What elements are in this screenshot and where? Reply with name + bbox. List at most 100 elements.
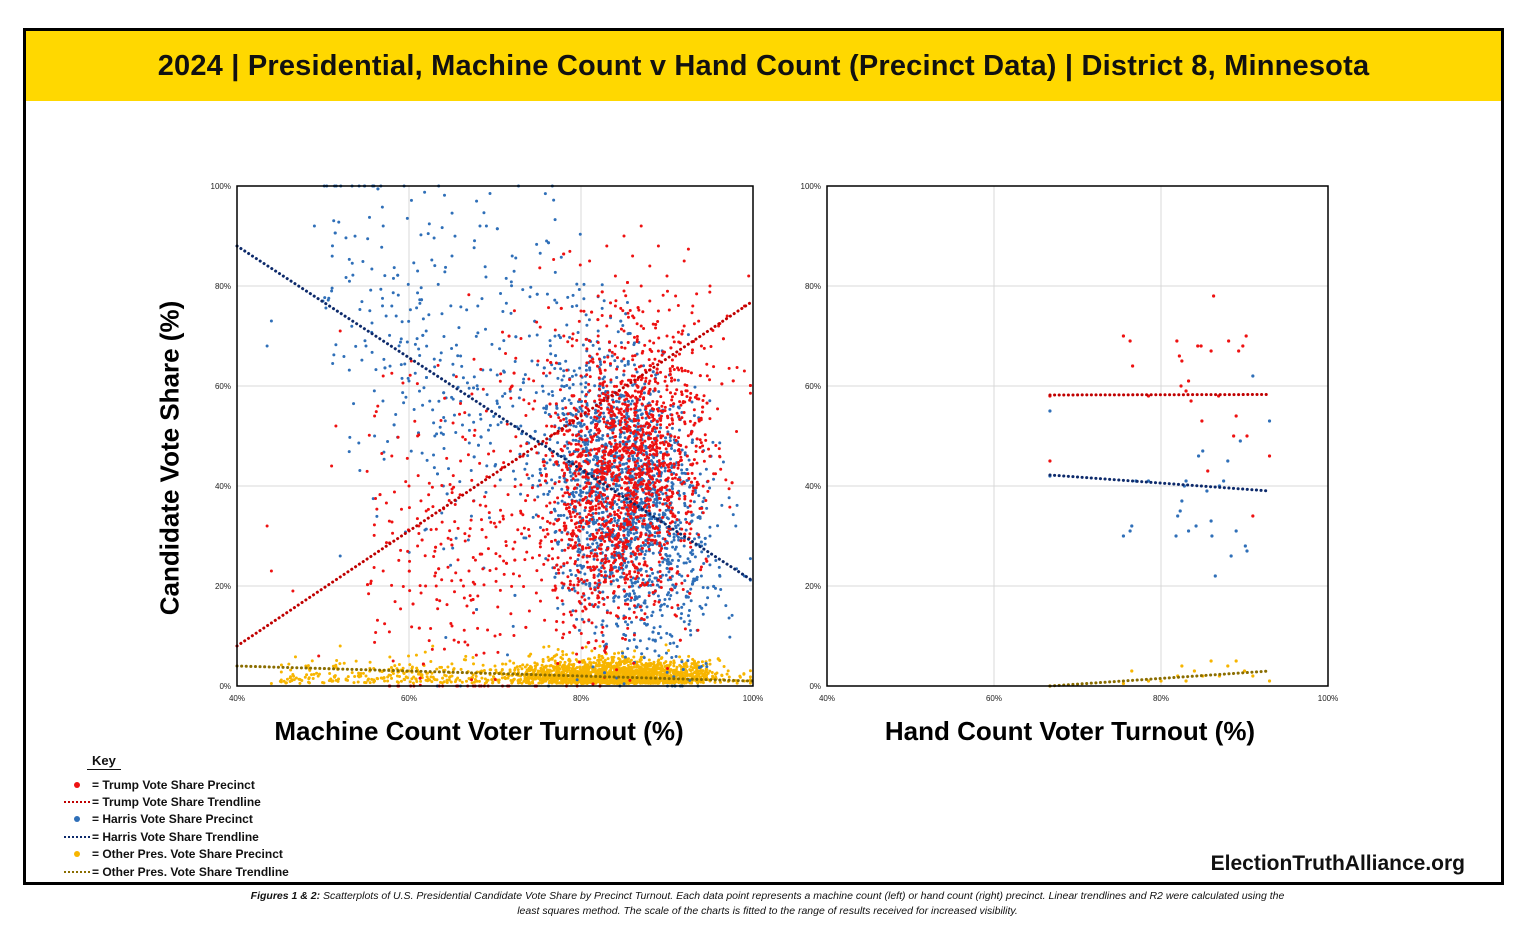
data-point <box>686 590 690 594</box>
data-point <box>364 344 368 348</box>
data-point <box>672 538 676 542</box>
data-point <box>460 423 464 427</box>
data-point <box>665 274 669 278</box>
data-point <box>560 499 564 503</box>
data-point <box>601 469 605 473</box>
data-point <box>545 461 549 465</box>
data-point <box>555 301 559 305</box>
data-point <box>651 638 655 642</box>
data-point <box>561 571 565 575</box>
data-point <box>536 495 540 499</box>
data-point <box>557 333 561 337</box>
data-point <box>530 474 534 478</box>
data-point <box>573 478 577 482</box>
data-point <box>467 428 471 432</box>
data-point <box>627 616 631 620</box>
data-point <box>479 417 483 421</box>
data-point <box>704 467 708 471</box>
data-point <box>485 393 489 397</box>
data-point <box>519 388 523 392</box>
data-point <box>493 664 497 668</box>
data-point <box>459 305 463 309</box>
data-point <box>650 662 654 666</box>
data-point <box>474 334 478 338</box>
data-point <box>454 343 458 347</box>
data-point <box>714 558 718 562</box>
data-point <box>541 677 545 681</box>
data-point <box>354 344 358 348</box>
data-point <box>652 455 656 459</box>
data-point <box>500 676 504 680</box>
data-point <box>579 563 583 567</box>
data-point <box>556 376 560 380</box>
data-point <box>363 680 367 684</box>
data-point <box>305 673 309 677</box>
data-point <box>644 543 648 547</box>
data-point <box>352 681 356 685</box>
data-point <box>344 276 348 280</box>
data-point <box>419 233 423 237</box>
data-point <box>706 586 710 590</box>
data-point <box>582 297 586 301</box>
data-point <box>458 480 462 484</box>
data-point <box>647 456 651 460</box>
data-point <box>674 294 678 298</box>
data-point <box>613 424 617 428</box>
data-point <box>601 633 605 637</box>
data-point <box>603 658 607 662</box>
data-point <box>626 560 630 564</box>
data-point <box>597 511 601 515</box>
data-point <box>665 488 669 492</box>
data-point <box>671 545 675 549</box>
data-point <box>467 386 471 390</box>
data-point <box>508 449 512 453</box>
data-point <box>533 661 537 665</box>
data-point <box>600 510 604 514</box>
data-point <box>556 501 560 505</box>
data-point <box>663 469 667 473</box>
data-point <box>748 669 752 673</box>
data-point <box>659 426 663 430</box>
data-point <box>699 344 703 348</box>
data-point <box>557 426 561 430</box>
data-point <box>536 363 540 367</box>
data-point <box>598 644 602 648</box>
data-point <box>640 500 644 504</box>
data-point <box>610 555 614 559</box>
data-point <box>526 454 530 458</box>
data-point <box>494 463 498 467</box>
data-point <box>581 518 585 522</box>
data-point <box>662 661 666 665</box>
data-point <box>386 679 390 683</box>
data-point <box>666 430 670 434</box>
data-point <box>588 534 592 538</box>
data-point <box>604 519 608 523</box>
data-point <box>631 589 635 593</box>
data-point <box>380 205 384 209</box>
data-point <box>633 434 637 438</box>
data-point <box>688 619 692 623</box>
data-point <box>626 399 630 403</box>
data-point <box>413 371 417 375</box>
data-point <box>627 544 631 548</box>
data-point <box>399 337 403 341</box>
data-point <box>698 472 702 476</box>
data-point <box>706 596 710 600</box>
data-point <box>620 492 624 496</box>
data-point <box>665 450 669 454</box>
data-point <box>674 354 678 358</box>
data-point <box>588 366 592 370</box>
data-point <box>670 540 674 544</box>
data-point <box>588 657 592 661</box>
data-point <box>527 377 531 381</box>
data-point <box>357 671 361 675</box>
data-point <box>644 569 648 573</box>
data-point <box>680 660 684 664</box>
data-point <box>582 422 586 426</box>
data-point <box>677 511 681 515</box>
data-point <box>623 599 627 603</box>
data-point <box>665 334 669 338</box>
data-point <box>692 486 696 490</box>
data-point <box>556 413 560 417</box>
data-point <box>538 471 542 475</box>
